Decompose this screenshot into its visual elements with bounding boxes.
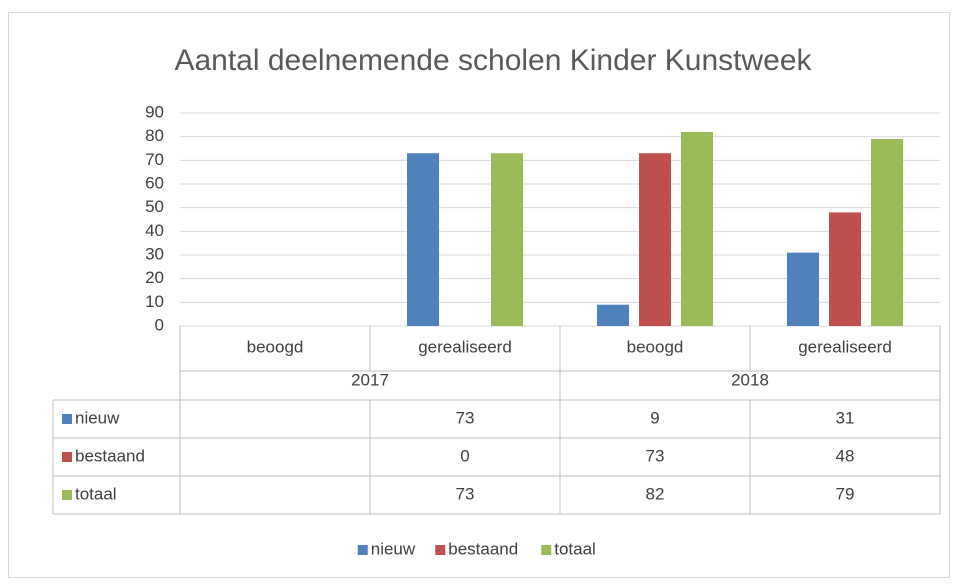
table-legend-key — [62, 414, 72, 424]
legend-label: totaal — [554, 539, 596, 558]
bar — [639, 153, 671, 326]
x-tick-label: gerealiseerd — [798, 337, 892, 356]
table-value: 48 — [836, 446, 855, 465]
table-legend-key — [62, 452, 72, 462]
y-tick-label: 30 — [145, 244, 164, 263]
group-label: 2018 — [731, 370, 769, 389]
legend-label: nieuw — [371, 539, 416, 558]
table-value: 9 — [650, 408, 659, 427]
table-value: 79 — [836, 484, 855, 503]
table-value: 31 — [836, 408, 855, 427]
table-value: 82 — [646, 484, 665, 503]
y-tick-label: 10 — [145, 292, 164, 311]
y-tick-label: 70 — [145, 150, 164, 169]
table-value: 73 — [456, 408, 475, 427]
table-value: 0 — [460, 446, 469, 465]
table-legend-key — [62, 490, 72, 500]
legend-key — [357, 545, 368, 555]
legend-key — [435, 545, 446, 555]
bar — [829, 212, 861, 326]
y-tick-label: 60 — [145, 173, 164, 192]
y-tick-label: 20 — [145, 268, 164, 287]
y-tick-label: 0 — [155, 315, 164, 334]
x-tick-label: gerealiseerd — [418, 337, 512, 356]
y-tick-label: 90 — [145, 102, 164, 121]
y-tick-label: 80 — [145, 126, 164, 145]
bar — [787, 252, 819, 326]
x-tick-label: beoogd — [627, 337, 684, 356]
x-tick-label: beoogd — [247, 337, 304, 356]
table-series-name: nieuw — [75, 408, 120, 427]
table-value: 73 — [646, 446, 665, 465]
chart-title: Aantal deelnemende scholen Kinder Kunstw… — [174, 44, 812, 77]
table-series-name: totaal — [75, 484, 117, 503]
bar — [491, 153, 523, 326]
table-value: 73 — [456, 484, 475, 503]
y-tick-label: 50 — [145, 197, 164, 216]
table-series-name: bestaand — [75, 446, 145, 465]
legend-label: bestaand — [448, 539, 518, 558]
bar — [597, 304, 629, 326]
group-label: 2017 — [351, 370, 389, 389]
bar — [407, 153, 439, 326]
bar — [681, 131, 713, 326]
legend-key — [541, 545, 552, 555]
y-tick-label: 40 — [145, 221, 164, 240]
bar — [871, 139, 903, 326]
